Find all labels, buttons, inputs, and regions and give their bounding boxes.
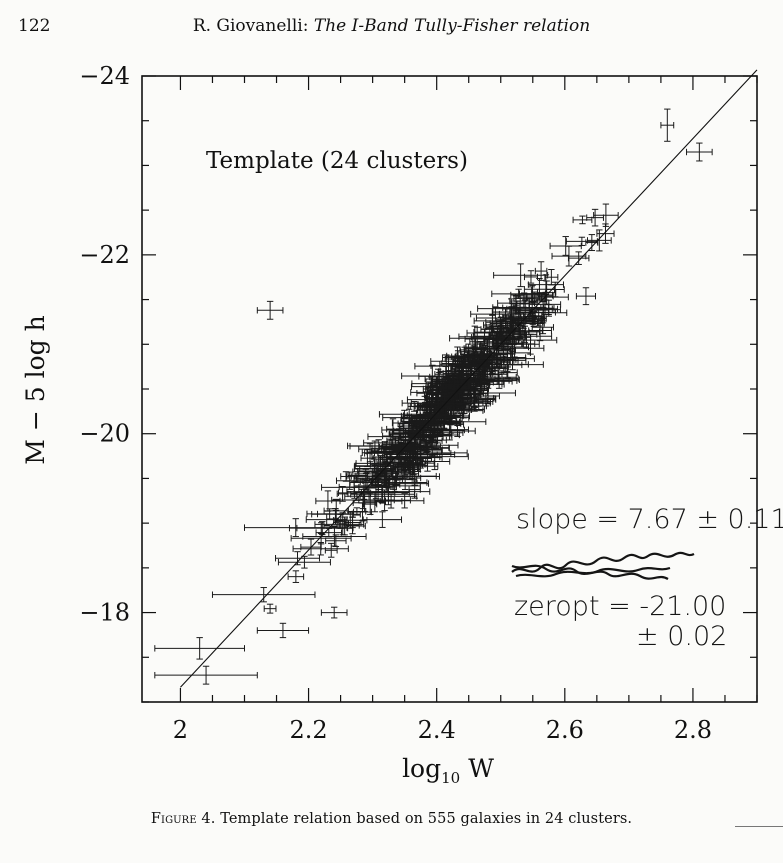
data-point — [376, 453, 405, 471]
data-point — [344, 491, 370, 501]
data-point — [287, 570, 305, 583]
x-tick-label: 2.2 — [289, 716, 327, 744]
data-point — [549, 236, 582, 256]
data-point — [211, 587, 316, 603]
y-tick-label: −24 — [79, 62, 130, 90]
handwritten-zeropoint-error: ± 0.02 — [636, 621, 727, 652]
data-point — [506, 350, 519, 371]
x-tick-label: 2.6 — [546, 716, 584, 744]
running-head-author: R. Giovanelli: — [192, 16, 309, 36]
data-point — [340, 471, 352, 482]
running-head-title: The I-Band Tully-Fisher relation — [313, 16, 591, 36]
data-point — [498, 327, 515, 344]
data-point — [567, 251, 590, 265]
data-point — [451, 369, 517, 386]
data-point — [439, 380, 457, 391]
data-point — [660, 108, 675, 142]
data-point — [453, 374, 481, 390]
page-rule — [735, 826, 783, 827]
y-tick-label: −20 — [79, 420, 130, 448]
data-point — [477, 302, 553, 315]
axis-ticks — [142, 75, 758, 703]
data-point — [244, 518, 348, 538]
data-point — [347, 507, 367, 516]
x-tick-label: 2.8 — [674, 716, 712, 744]
data-point — [408, 480, 421, 499]
data-point — [154, 637, 245, 660]
figure-label: Figure 4. — [150, 811, 216, 827]
data-point — [256, 622, 310, 639]
scribbled-out-text — [511, 551, 695, 580]
data-point — [438, 392, 451, 402]
data-point — [363, 493, 378, 515]
data-point — [565, 236, 598, 246]
data-point — [479, 335, 509, 357]
data-point — [324, 542, 338, 558]
data-point — [493, 263, 549, 288]
data-point — [414, 419, 442, 429]
x-tick-label: 2.4 — [418, 716, 456, 744]
figure-caption: Figure 4. Template relation based on 555… — [0, 811, 783, 827]
tick-labels: 2 2.2 2.4 2.6 2.8 −18 −20 −22 −24 — [79, 62, 712, 744]
data-point — [478, 365, 493, 377]
data-point — [400, 410, 471, 422]
data-point — [518, 284, 546, 303]
data-point — [325, 534, 347, 548]
running-head: R. Giovanelli: The I-Band Tully-Fisher r… — [0, 16, 783, 36]
handwritten-zeropoint: zeropt = -21.00 — [514, 591, 726, 622]
data-point — [586, 208, 604, 227]
data-point — [575, 287, 597, 306]
data-point — [454, 356, 469, 379]
y-tick-label: −22 — [79, 241, 130, 269]
data-point — [572, 215, 593, 225]
x-tick-label: 2 — [173, 716, 188, 744]
page-number: 122 — [18, 16, 51, 36]
data-point — [427, 406, 456, 423]
data-point — [466, 348, 484, 360]
data-point — [320, 606, 348, 619]
y-axis-label: M − 5 log h — [21, 315, 50, 464]
data-point — [686, 142, 713, 162]
data-points — [154, 108, 713, 685]
data-point — [315, 490, 341, 512]
x-axis-label-var: W — [468, 754, 494, 783]
handwritten-slope: slope = 7.67 ± 0.11 — [516, 504, 783, 535]
data-point — [543, 299, 555, 317]
data-point — [534, 261, 548, 281]
data-point — [492, 319, 513, 339]
fit-line — [180, 69, 758, 688]
data-point — [353, 502, 372, 522]
data-point — [343, 516, 362, 529]
data-point — [275, 551, 320, 566]
data-point — [256, 300, 284, 320]
x-axis-label-log: log — [402, 754, 441, 783]
data-point — [263, 603, 277, 614]
data-point — [586, 229, 612, 252]
data-point — [385, 441, 416, 456]
data-point — [335, 513, 347, 529]
x-axis-label: log10 W — [402, 754, 494, 787]
data-point — [502, 298, 521, 318]
template-annotation: Template (24 clusters) — [206, 148, 468, 174]
x-axis-label-sub: 10 — [441, 769, 460, 787]
data-point — [384, 493, 425, 509]
y-tick-label: −18 — [79, 599, 130, 627]
data-point — [362, 511, 403, 528]
data-point — [323, 498, 349, 523]
data-point — [441, 393, 467, 417]
data-point — [336, 512, 350, 536]
data-point — [391, 439, 459, 452]
data-point — [447, 368, 461, 378]
figure-caption-text: Template relation based on 555 galaxies … — [220, 811, 633, 827]
data-point — [495, 331, 558, 349]
data-point — [372, 462, 399, 482]
data-point — [154, 665, 258, 685]
